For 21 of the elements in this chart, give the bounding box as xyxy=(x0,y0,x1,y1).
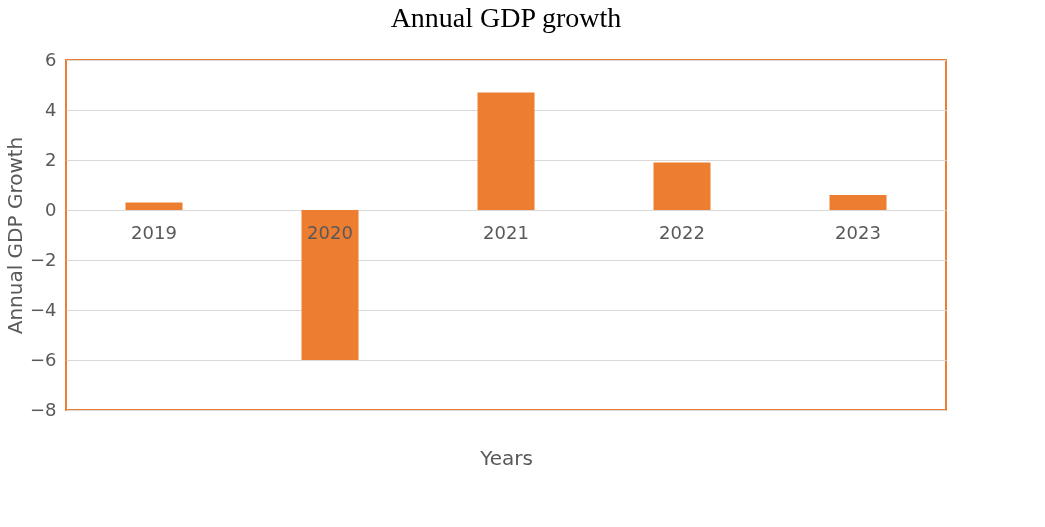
bar xyxy=(477,92,535,210)
bar xyxy=(653,162,711,210)
y-tick-label: −4 xyxy=(29,298,57,320)
x-axis-title: Years xyxy=(479,445,533,470)
y-axis-title: Annual GDP Growth xyxy=(2,136,27,335)
y-tick-label: −8 xyxy=(29,398,57,420)
y-tick-label: −2 xyxy=(29,248,57,270)
bar xyxy=(125,202,183,210)
y-tick-label: 4 xyxy=(45,98,57,120)
bar xyxy=(301,210,359,360)
x-tick-label: 2023 xyxy=(835,221,881,243)
x-tick-label: 2022 xyxy=(659,221,705,243)
x-tick-label: 2019 xyxy=(131,221,177,243)
y-tick-label: 6 xyxy=(45,48,57,70)
y-tick-label: 0 xyxy=(45,198,57,220)
x-tick-label: 2020 xyxy=(307,221,353,243)
y-tick-label: −6 xyxy=(29,348,57,370)
x-tick-label: 2021 xyxy=(483,221,529,243)
bar xyxy=(829,195,887,210)
chart-title: Annual GDP growth xyxy=(390,2,622,33)
y-tick-label: 2 xyxy=(45,148,57,170)
